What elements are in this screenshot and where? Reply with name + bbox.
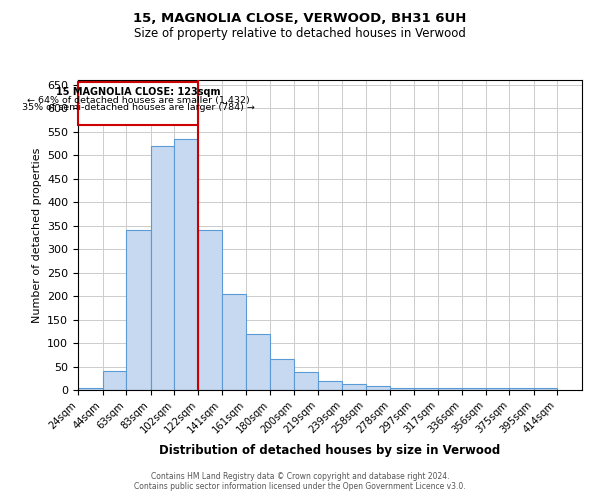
Bar (509, 388, 534, 390)
Bar (126, 230, 151, 390)
Bar (390, 388, 413, 390)
Text: Contains public sector information licensed under the Open Government Licence v3: Contains public sector information licen… (134, 482, 466, 491)
Text: 15, MAGNOLIA CLOSE, VERWOOD, BH31 6UH: 15, MAGNOLIA CLOSE, VERWOOD, BH31 6UH (133, 12, 467, 26)
Bar (342, 384, 365, 390)
Bar (222, 294, 247, 390)
Bar (534, 388, 557, 390)
Bar (486, 388, 509, 390)
X-axis label: Distribution of detached houses by size in Verwood: Distribution of detached houses by size … (160, 444, 500, 456)
Text: Size of property relative to detached houses in Verwood: Size of property relative to detached ho… (134, 28, 466, 40)
Bar (438, 388, 461, 390)
Bar (103, 371, 126, 390)
Text: 35% of semi-detached houses are larger (784) →: 35% of semi-detached houses are larger (… (22, 104, 254, 112)
Bar (365, 386, 390, 390)
Bar (247, 334, 270, 390)
Bar (461, 388, 486, 390)
Y-axis label: Number of detached properties: Number of detached properties (32, 148, 41, 322)
Bar (78, 82, 199, 124)
Bar (199, 230, 222, 390)
Bar (413, 388, 438, 390)
Text: 15 MAGNOLIA CLOSE: 123sqm: 15 MAGNOLIA CLOSE: 123sqm (56, 87, 220, 97)
Bar (270, 358, 295, 390)
Bar (151, 146, 174, 390)
Bar (78, 388, 103, 390)
Text: ← 64% of detached houses are smaller (1,432): ← 64% of detached houses are smaller (1,… (27, 96, 250, 104)
Bar (295, 372, 318, 390)
Text: Contains HM Land Registry data © Crown copyright and database right 2024.: Contains HM Land Registry data © Crown c… (151, 472, 449, 481)
Bar (174, 138, 199, 390)
Bar (318, 380, 342, 390)
